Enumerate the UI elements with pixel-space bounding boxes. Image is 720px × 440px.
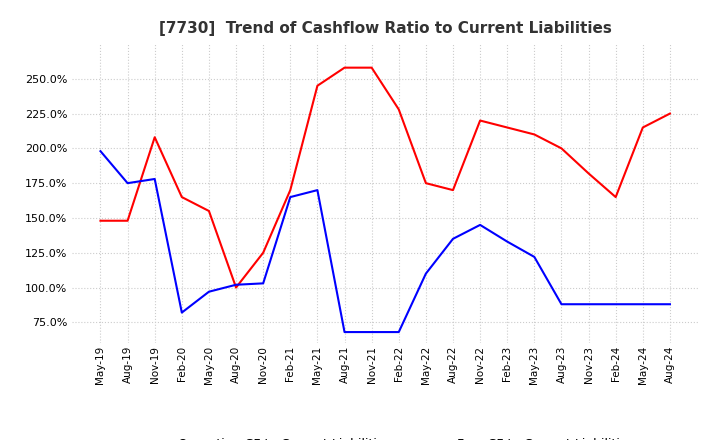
Free CF to Current Liabilities [204, 289, 213, 294]
Operating CF to Current Liabilities [150, 135, 159, 140]
Operating CF to Current Liabilities [639, 125, 647, 130]
Free CF to Current Liabilities [503, 239, 511, 244]
Legend: Operating CF to Current Liabilities, Free CF to Current Liabilities: Operating CF to Current Liabilities, Fre… [131, 433, 639, 440]
Operating CF to Current Liabilities [367, 65, 376, 70]
Operating CF to Current Liabilities [204, 209, 213, 214]
Line: Operating CF to Current Liabilities: Operating CF to Current Liabilities [101, 68, 670, 287]
Free CF to Current Liabilities [611, 301, 620, 307]
Free CF to Current Liabilities [286, 194, 294, 200]
Free CF to Current Liabilities [557, 301, 566, 307]
Operating CF to Current Liabilities [123, 218, 132, 224]
Free CF to Current Liabilities [341, 330, 349, 335]
Operating CF to Current Liabilities [476, 118, 485, 123]
Free CF to Current Liabilities [421, 271, 430, 276]
Free CF to Current Liabilities [476, 222, 485, 227]
Operating CF to Current Liabilities [530, 132, 539, 137]
Free CF to Current Liabilities [584, 301, 593, 307]
Operating CF to Current Liabilities [449, 187, 457, 193]
Line: Free CF to Current Liabilities: Free CF to Current Liabilities [101, 151, 670, 332]
Title: [7730]  Trend of Cashflow Ratio to Current Liabilities: [7730] Trend of Cashflow Ratio to Curren… [159, 21, 611, 36]
Free CF to Current Liabilities [150, 176, 159, 182]
Operating CF to Current Liabilities [341, 65, 349, 70]
Operating CF to Current Liabilities [557, 146, 566, 151]
Free CF to Current Liabilities [395, 330, 403, 335]
Operating CF to Current Liabilities [611, 194, 620, 200]
Free CF to Current Liabilities [367, 330, 376, 335]
Operating CF to Current Liabilities [503, 125, 511, 130]
Operating CF to Current Liabilities [395, 107, 403, 112]
Operating CF to Current Liabilities [96, 218, 105, 224]
Free CF to Current Liabilities [313, 187, 322, 193]
Operating CF to Current Liabilities [232, 285, 240, 290]
Free CF to Current Liabilities [639, 301, 647, 307]
Operating CF to Current Liabilities [665, 111, 674, 116]
Operating CF to Current Liabilities [286, 187, 294, 193]
Free CF to Current Liabilities [449, 236, 457, 242]
Free CF to Current Liabilities [123, 180, 132, 186]
Operating CF to Current Liabilities [313, 83, 322, 88]
Operating CF to Current Liabilities [178, 194, 186, 200]
Free CF to Current Liabilities [665, 301, 674, 307]
Free CF to Current Liabilities [530, 254, 539, 260]
Free CF to Current Liabilities [96, 149, 105, 154]
Operating CF to Current Liabilities [584, 171, 593, 176]
Free CF to Current Liabilities [259, 281, 268, 286]
Operating CF to Current Liabilities [259, 250, 268, 255]
Free CF to Current Liabilities [232, 282, 240, 287]
Operating CF to Current Liabilities [421, 180, 430, 186]
Free CF to Current Liabilities [178, 310, 186, 315]
